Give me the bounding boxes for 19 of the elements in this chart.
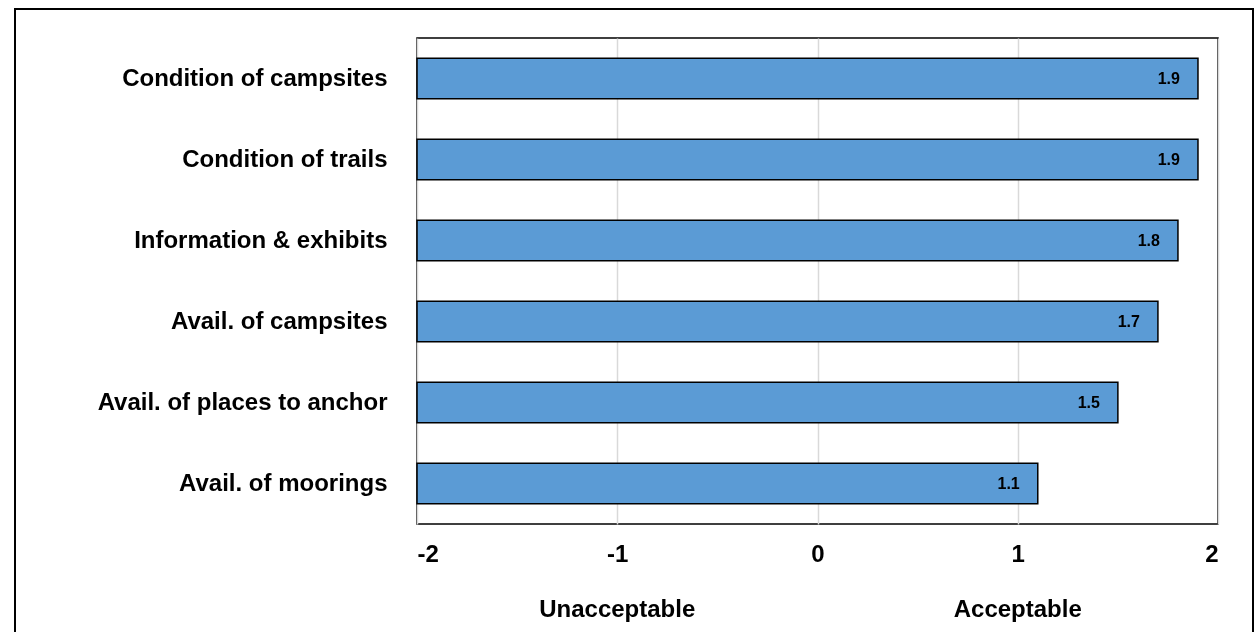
- x-tick-label: -2: [417, 539, 439, 567]
- y-tick-label: Condition of campsites: [122, 63, 388, 91]
- x-tick-label: 0: [811, 539, 825, 567]
- data-label: 1.1: [997, 474, 1020, 492]
- data-label: 1.8: [1137, 231, 1161, 249]
- text: Unacceptable: [539, 595, 696, 622]
- data-label: 1.5: [1077, 393, 1100, 411]
- x-tick-label: 2: [1205, 539, 1219, 567]
- x-tick-label: -1: [607, 539, 629, 567]
- y-tick-label: Avail. of campsites: [170, 306, 388, 334]
- y-tick-label: Information & exhibits: [134, 225, 388, 253]
- x-tick-label: 1: [1011, 539, 1025, 567]
- data-label: 1.9: [1157, 150, 1181, 168]
- y-tick-label: Avail. of places to anchor: [97, 387, 388, 415]
- y-tick-label: Avail. of moorings: [179, 468, 388, 496]
- y-tick-label: Condition of trails: [182, 144, 388, 172]
- data-label: 1.7: [1117, 312, 1141, 330]
- data-label: 1.9: [1157, 69, 1181, 87]
- text: Acceptable: [953, 595, 1082, 622]
